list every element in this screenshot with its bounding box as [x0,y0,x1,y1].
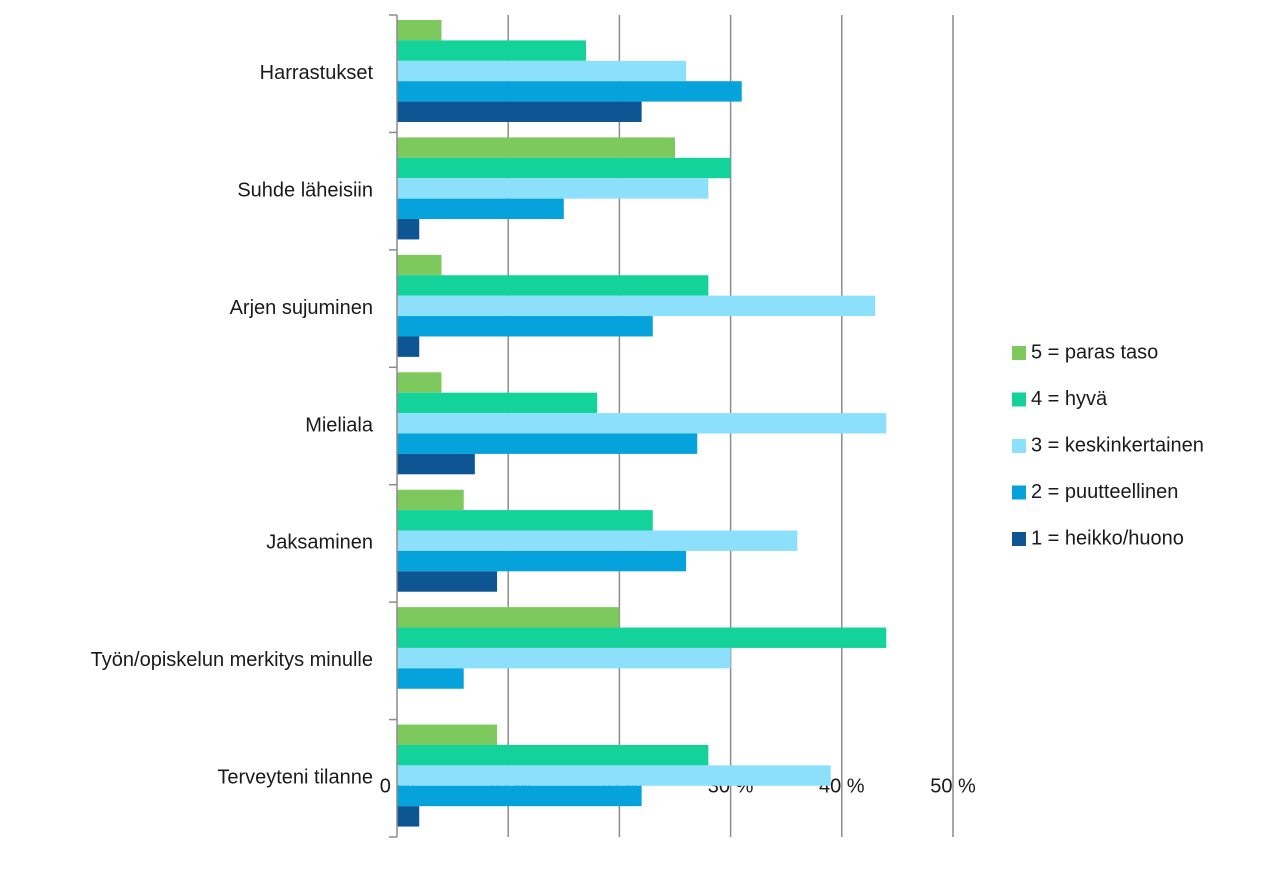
legend-label: 3 = keskinkertainen [1031,434,1204,456]
category-label: Suhde läheisiin [237,179,373,201]
bar [397,571,498,592]
bar [397,433,698,454]
bar [397,550,687,572]
bar [397,785,642,807]
bar [397,453,475,475]
legend-label: 5 = paras taso [1031,341,1158,363]
bar [397,20,442,41]
bar [397,219,420,240]
bar [397,510,653,531]
bar [397,627,887,648]
bar [397,489,464,511]
bar [397,336,420,357]
legend-label: 1 = heikko/huono [1031,527,1184,549]
legend-label: 4 = hyvä [1031,388,1108,410]
bar [397,101,642,122]
category-label: Työn/opiskelun merkitys minulle [91,649,373,671]
category-label: Arjen sujuminen [230,297,373,319]
legend-swatch [1012,392,1026,407]
category-label: Jaksaminen [266,532,373,554]
bar [397,607,620,628]
bar [397,765,831,786]
bar [397,806,420,827]
bar [397,724,498,745]
x-tick-label: 50 % [930,775,976,797]
bar [397,372,442,393]
bar [397,295,876,317]
bar [397,81,742,102]
bar [397,392,598,414]
bar [397,275,709,296]
category-label: Terveyteni tilanne [217,767,373,789]
bar [397,316,653,337]
legend-swatch [1012,485,1026,500]
bar [397,40,587,61]
bar [397,157,731,179]
bar [397,60,687,82]
legend-swatch [1012,439,1026,453]
legend-label: 2 = puutteellinen [1031,481,1178,503]
bar [397,178,709,199]
bar [397,647,731,669]
category-label: Harrastukset [260,62,374,84]
bar [397,744,709,766]
category-label: Mieliala [305,414,374,436]
legend-swatch [1012,532,1026,546]
legend-swatch [1012,346,1026,360]
bar [397,254,442,276]
bar [397,413,887,434]
bar [397,530,798,551]
bar [397,198,564,220]
bar [397,137,675,158]
bar [397,668,464,689]
